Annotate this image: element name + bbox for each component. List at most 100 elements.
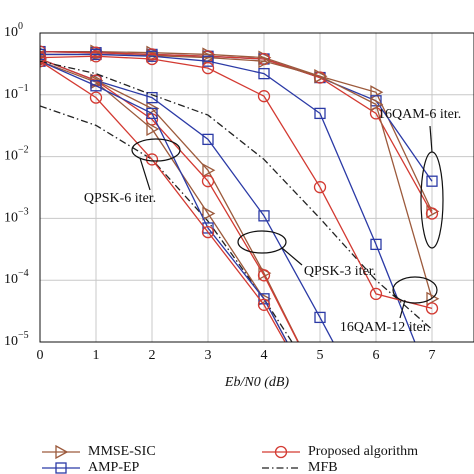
marker bbox=[146, 121, 160, 137]
marker bbox=[427, 380, 437, 390]
y-tick-base: 10 bbox=[4, 334, 18, 349]
y-tick-label: 10−2 bbox=[4, 145, 29, 164]
marker bbox=[315, 399, 325, 409]
ellipse bbox=[237, 230, 287, 254]
y-tick-base: 10 bbox=[4, 149, 18, 164]
marker bbox=[202, 206, 216, 221]
marker bbox=[145, 52, 159, 66]
annotation: QPSK-3 iter. bbox=[304, 264, 376, 279]
marker bbox=[90, 80, 102, 92]
marker bbox=[202, 55, 214, 67]
x-tick-label: 2 bbox=[149, 348, 156, 363]
marker bbox=[202, 133, 214, 146]
marker bbox=[257, 298, 271, 311]
marker bbox=[315, 380, 326, 391]
marker bbox=[202, 163, 216, 178]
marker bbox=[257, 90, 271, 103]
y-tick-exponent: −5 bbox=[18, 330, 29, 341]
marker bbox=[314, 311, 326, 324]
marker bbox=[426, 291, 440, 306]
marker bbox=[55, 462, 67, 474]
marker bbox=[89, 50, 103, 63]
annotation-shapes bbox=[131, 125, 444, 319]
marker bbox=[146, 91, 158, 104]
plot-frame bbox=[39, 32, 474, 343]
series-line bbox=[40, 50, 433, 182]
y-tick-exponent: −4 bbox=[18, 268, 29, 279]
marker bbox=[313, 181, 327, 194]
series-line bbox=[40, 60, 286, 342]
series-line bbox=[40, 60, 288, 342]
series-line bbox=[40, 55, 433, 310]
annotation: 16QAM-12 iter. bbox=[340, 320, 430, 335]
marker bbox=[425, 207, 439, 220]
y-tick-base: 10 bbox=[4, 87, 18, 102]
y-tick-base: 10 bbox=[4, 25, 18, 40]
y-tick-label: 10−4 bbox=[4, 268, 29, 287]
y-tick-exponent: −2 bbox=[18, 145, 29, 156]
marker bbox=[274, 445, 288, 459]
legend-label: Proposed algorithm bbox=[308, 444, 418, 459]
series-line bbox=[40, 58, 299, 342]
marker bbox=[370, 238, 382, 251]
marker bbox=[315, 398, 326, 410]
marker bbox=[145, 153, 159, 166]
marker bbox=[40, 51, 47, 64]
series-line bbox=[40, 105, 293, 342]
marker bbox=[146, 107, 158, 120]
marker bbox=[314, 107, 326, 120]
arrow bbox=[429, 125, 433, 153]
series bbox=[40, 44, 440, 427]
y-tick-exponent: 0 bbox=[18, 21, 23, 32]
marker bbox=[40, 55, 47, 68]
arrow bbox=[139, 157, 151, 191]
x-tick-label: 6 bbox=[373, 348, 380, 363]
marker bbox=[258, 210, 270, 222]
ellipse bbox=[392, 276, 438, 304]
series-line bbox=[40, 60, 288, 342]
arrow bbox=[281, 247, 303, 266]
marker bbox=[369, 287, 383, 301]
marker bbox=[257, 269, 271, 282]
ellipse bbox=[131, 138, 181, 162]
y-tick-base: 10 bbox=[4, 211, 18, 226]
series-line bbox=[40, 50, 433, 214]
x-tick-label: 3 bbox=[205, 348, 212, 363]
legend-label: MMSE-SIC bbox=[88, 444, 156, 459]
x-tick-label: 0 bbox=[37, 348, 44, 363]
annotation: 16QAM-6 iter. bbox=[378, 107, 461, 122]
y-tick-base: 10 bbox=[4, 272, 18, 287]
y-tick-label: 10−1 bbox=[4, 83, 29, 102]
y-tick-label: 100 bbox=[4, 21, 23, 40]
legend-label: MFB bbox=[308, 460, 338, 474]
marker bbox=[55, 444, 69, 460]
marker bbox=[314, 69, 328, 84]
annotation: QPSK-6 iter. bbox=[84, 191, 156, 206]
series-line bbox=[40, 53, 416, 342]
series-line bbox=[40, 58, 300, 342]
marker bbox=[201, 175, 215, 188]
legend-label: AMP-EP bbox=[88, 460, 140, 474]
marker bbox=[315, 398, 326, 409]
marker bbox=[370, 97, 384, 112]
x-tick-label: 4 bbox=[261, 348, 268, 363]
x-tick-label: 1 bbox=[93, 348, 100, 363]
marker bbox=[89, 91, 103, 104]
marker bbox=[201, 61, 215, 75]
marker bbox=[371, 417, 381, 427]
marker bbox=[425, 302, 439, 315]
y-tick-label: 10−3 bbox=[4, 207, 29, 226]
y-tick-label: 10−5 bbox=[4, 330, 29, 349]
marker bbox=[258, 54, 272, 69]
series-line bbox=[40, 50, 433, 212]
x-tick-label: 7 bbox=[429, 348, 436, 363]
x-tick-label: 5 bbox=[317, 348, 324, 363]
y-tick-exponent: −3 bbox=[18, 207, 29, 218]
arrow bbox=[399, 299, 406, 319]
marker bbox=[426, 175, 438, 187]
x-axis-label: Eb/N0 (dB) bbox=[224, 375, 289, 390]
marker bbox=[201, 225, 215, 239]
y-tick-exponent: −1 bbox=[18, 83, 29, 94]
